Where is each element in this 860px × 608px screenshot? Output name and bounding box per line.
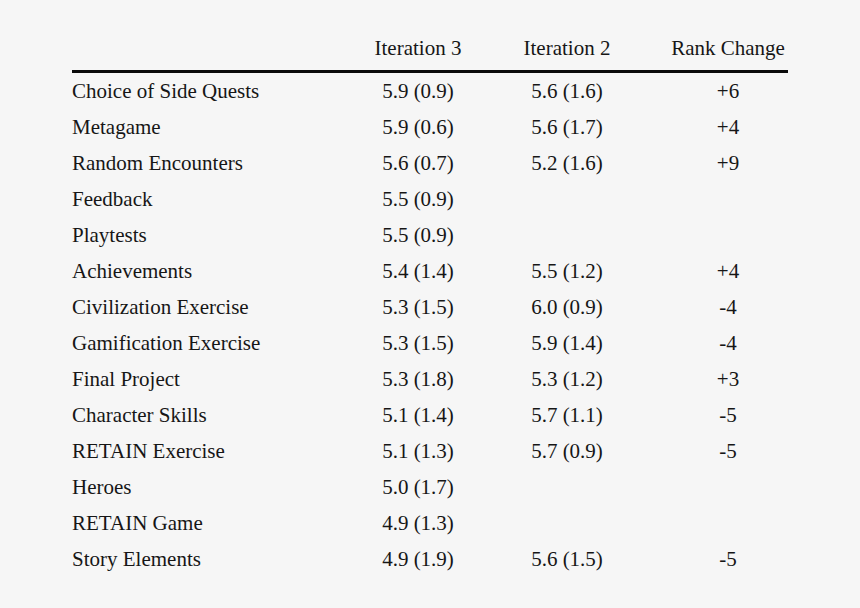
iteration3-value: 5.5 (0.9): [342, 217, 494, 253]
iteration2-value: 5.2 (1.6): [494, 145, 640, 181]
rank-change-value: [640, 181, 788, 217]
iteration2-value: 5.6 (1.5): [494, 541, 640, 577]
row-label: Gamification Exercise: [72, 325, 342, 361]
results-table: Iteration 3 Iteration 2 Rank Change Choi…: [72, 26, 788, 577]
row-label: Achievements: [72, 253, 342, 289]
table-row: Achievements 5.4 (1.4) 5.5 (1.2) +4: [72, 253, 788, 289]
column-header-iteration2: Iteration 2: [494, 26, 640, 72]
row-label: Character Skills: [72, 397, 342, 433]
row-label: Metagame: [72, 109, 342, 145]
rank-change-value: +9: [640, 145, 788, 181]
iteration3-value: 5.3 (1.5): [342, 289, 494, 325]
rank-change-value: [640, 505, 788, 541]
rank-change-value: -4: [640, 289, 788, 325]
iteration2-value: 5.3 (1.2): [494, 361, 640, 397]
table-row: Story Elements 4.9 (1.9) 5.6 (1.5) -5: [72, 541, 788, 577]
iteration2-value: 5.5 (1.2): [494, 253, 640, 289]
table-row: Final Project 5.3 (1.8) 5.3 (1.2) +3: [72, 361, 788, 397]
column-header-iteration3: Iteration 3: [342, 26, 494, 72]
iteration3-value: 4.9 (1.9): [342, 541, 494, 577]
table-row: Gamification Exercise 5.3 (1.5) 5.9 (1.4…: [72, 325, 788, 361]
iteration2-value: 5.6 (1.6): [494, 72, 640, 110]
rank-change-value: +3: [640, 361, 788, 397]
table-row: RETAIN Game 4.9 (1.3): [72, 505, 788, 541]
iteration3-value: 4.9 (1.3): [342, 505, 494, 541]
header-row: Iteration 3 Iteration 2 Rank Change: [72, 26, 788, 72]
iteration2-value: 5.6 (1.7): [494, 109, 640, 145]
table-row: Civilization Exercise 5.3 (1.5) 6.0 (0.9…: [72, 289, 788, 325]
iteration2-value: [494, 181, 640, 217]
iteration3-value: 5.1 (1.4): [342, 397, 494, 433]
iteration3-value: 5.0 (1.7): [342, 469, 494, 505]
iteration3-value: 5.3 (1.5): [342, 325, 494, 361]
table-row: Heroes 5.0 (1.7): [72, 469, 788, 505]
iteration2-value: 6.0 (0.9): [494, 289, 640, 325]
iteration3-value: 5.4 (1.4): [342, 253, 494, 289]
iteration2-value: 5.7 (1.1): [494, 397, 640, 433]
rank-change-value: +4: [640, 109, 788, 145]
iteration3-value: 5.9 (0.9): [342, 72, 494, 110]
table-row: RETAIN Exercise 5.1 (1.3) 5.7 (0.9) -5: [72, 433, 788, 469]
column-header-empty: [72, 26, 342, 72]
row-label: Story Elements: [72, 541, 342, 577]
column-header-rank-change: Rank Change: [640, 26, 788, 72]
row-label: Heroes: [72, 469, 342, 505]
iteration3-value: 5.1 (1.3): [342, 433, 494, 469]
table-body: Choice of Side Quests 5.9 (0.9) 5.6 (1.6…: [72, 72, 788, 578]
row-label: Civilization Exercise: [72, 289, 342, 325]
iteration2-value: 5.9 (1.4): [494, 325, 640, 361]
row-label: RETAIN Game: [72, 505, 342, 541]
iteration3-value: 5.9 (0.6): [342, 109, 494, 145]
rank-change-value: +4: [640, 253, 788, 289]
iteration2-value: 5.7 (0.9): [494, 433, 640, 469]
row-label: Final Project: [72, 361, 342, 397]
iteration3-value: 5.6 (0.7): [342, 145, 494, 181]
iteration2-value: [494, 217, 640, 253]
row-label: Playtests: [72, 217, 342, 253]
rank-change-value: +6: [640, 72, 788, 110]
table-header: Iteration 3 Iteration 2 Rank Change: [72, 26, 788, 72]
table-row: Feedback 5.5 (0.9): [72, 181, 788, 217]
rank-change-value: -5: [640, 541, 788, 577]
iteration2-value: [494, 505, 640, 541]
rank-change-value: [640, 469, 788, 505]
iteration2-value: [494, 469, 640, 505]
iteration3-value: 5.5 (0.9): [342, 181, 494, 217]
row-label: RETAIN Exercise: [72, 433, 342, 469]
row-label: Feedback: [72, 181, 342, 217]
table-row: Character Skills 5.1 (1.4) 5.7 (1.1) -5: [72, 397, 788, 433]
rank-change-value: -5: [640, 433, 788, 469]
table-row: Choice of Side Quests 5.9 (0.9) 5.6 (1.6…: [72, 72, 788, 110]
table-row: Random Encounters 5.6 (0.7) 5.2 (1.6) +9: [72, 145, 788, 181]
rank-change-value: -4: [640, 325, 788, 361]
table-row: Playtests 5.5 (0.9): [72, 217, 788, 253]
iteration3-value: 5.3 (1.8): [342, 361, 494, 397]
row-label: Random Encounters: [72, 145, 342, 181]
rank-change-value: -5: [640, 397, 788, 433]
page: { "page": { "background_color": "#f6f6f6…: [0, 0, 860, 608]
row-label: Choice of Side Quests: [72, 72, 342, 110]
rank-change-value: [640, 217, 788, 253]
table-row: Metagame 5.9 (0.6) 5.6 (1.7) +4: [72, 109, 788, 145]
